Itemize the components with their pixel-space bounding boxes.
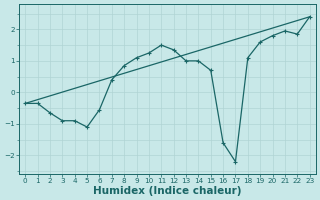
X-axis label: Humidex (Indice chaleur): Humidex (Indice chaleur): [93, 186, 242, 196]
